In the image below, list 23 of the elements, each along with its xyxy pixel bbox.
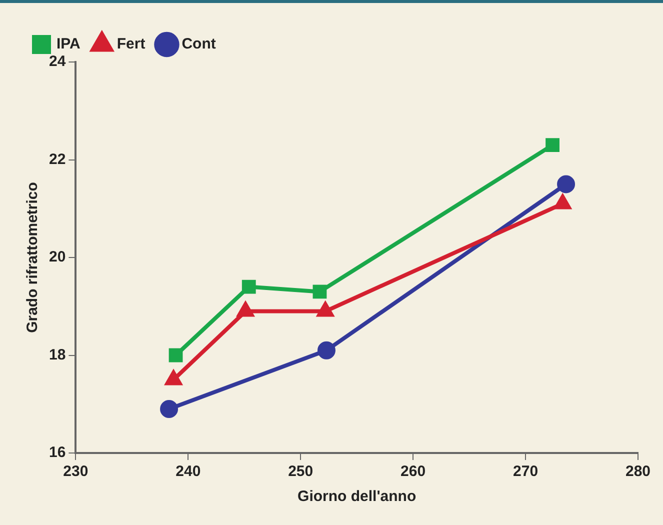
point — [242, 280, 256, 294]
x-tick-label: 240 — [176, 463, 201, 480]
x-tick-label: 280 — [625, 463, 651, 480]
y-tick-label: 18 — [48, 346, 66, 364]
point — [557, 175, 576, 194]
y-tick-label: 16 — [48, 444, 66, 462]
point — [317, 341, 336, 360]
x-tick-label: 260 — [400, 463, 426, 480]
legend-label: IPA — [56, 36, 81, 53]
point — [168, 348, 183, 362]
point — [546, 138, 560, 152]
y-axis-title: Grado rifrattometrico — [24, 182, 42, 333]
x-tick-label: 270 — [513, 463, 538, 480]
point — [312, 284, 327, 299]
y-tick-label: 22 — [48, 150, 66, 168]
x-tick-label: 230 — [63, 463, 88, 480]
point — [160, 400, 178, 418]
y-tick-label: 24 — [48, 53, 66, 70]
x-axis-title: Giorno dell'anno — [298, 488, 416, 506]
legend-label: Cont — [182, 36, 216, 53]
y-tick-label: 20 — [48, 248, 66, 266]
x-tick-label: 250 — [288, 463, 314, 480]
legend-label: Fert — [116, 36, 146, 53]
